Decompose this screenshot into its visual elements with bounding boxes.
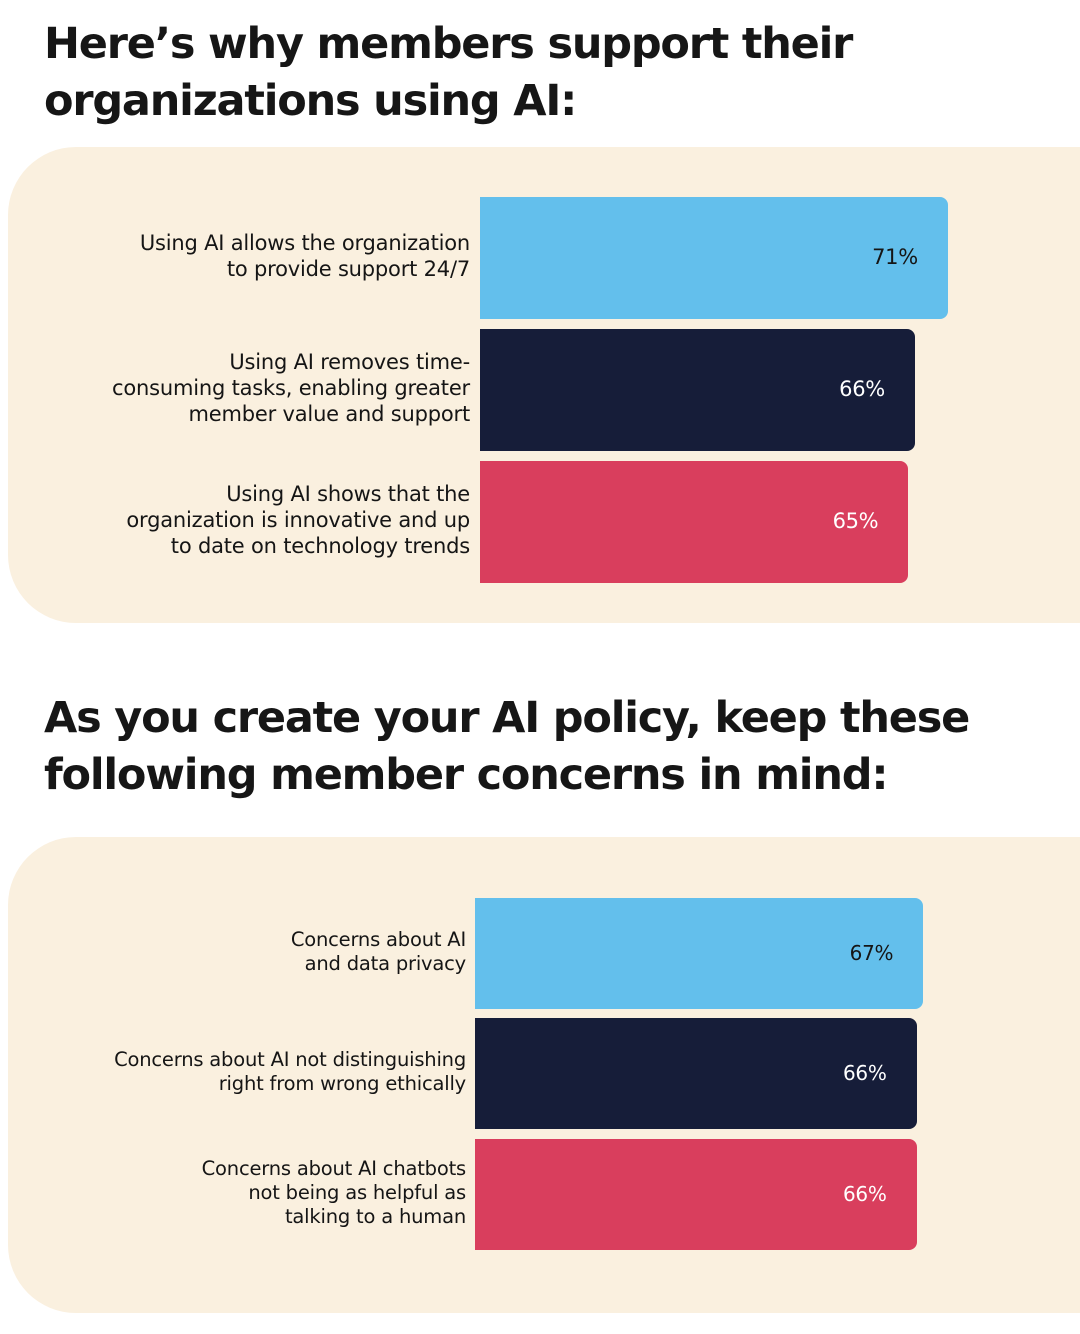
category-label-line: Using AI removes time- xyxy=(229,350,470,374)
category-label: Concerns about AI not distinguishing righ… xyxy=(0,1048,466,1096)
category-label-line: Concerns about AI not distinguishing xyxy=(114,1047,466,1071)
category-label: Using AI removes time-consuming tasks, e… xyxy=(0,349,470,427)
category-label: Using AI shows that the organization is i… xyxy=(0,481,470,559)
value-label: 66% xyxy=(839,377,885,401)
category-label-line: Using AI shows that the xyxy=(226,482,470,506)
value-label: 71% xyxy=(872,245,918,269)
bar-blue xyxy=(475,898,924,1009)
category-label-line: to date on technology trends xyxy=(170,534,470,558)
bar-navy xyxy=(475,1018,917,1129)
bar-blue xyxy=(480,197,948,319)
bar-red xyxy=(475,1139,917,1250)
bar-navy xyxy=(480,329,915,451)
section-heading: As you create your AI policy, keep these… xyxy=(44,693,970,800)
value-label: 66% xyxy=(842,1060,887,1085)
category-label-line: Concerns about AI xyxy=(290,927,466,951)
value-label: 65% xyxy=(832,509,879,533)
value-label: 67% xyxy=(849,940,894,965)
category-label-line: consuming tasks, enabling greater xyxy=(112,376,470,400)
category-label-line: talking to a human xyxy=(284,1204,466,1228)
category-label-line: to provide support 24/7 xyxy=(226,257,470,281)
category-label: Concerns about AI and data privacy xyxy=(0,928,466,976)
bar-red xyxy=(480,461,909,583)
category-label-line: member value and support xyxy=(188,402,471,426)
chart-panel: Concerns about AI and data privacy 67% Conc… xyxy=(8,837,1080,1313)
category-label: Using AI allows the organization to provi… xyxy=(0,230,470,282)
category-label-line: not being as helpful as xyxy=(248,1180,466,1204)
category-label: Concerns about AI chatbots not being as h… xyxy=(0,1156,467,1229)
category-label-line: and data privacy xyxy=(304,951,467,975)
category-label-line: organization is innovative and up xyxy=(126,508,470,532)
category-label-line: right from wrong ethically xyxy=(218,1071,466,1095)
category-label-line: Concerns about AI chatbots xyxy=(201,1156,467,1180)
value-label: 66% xyxy=(842,1181,887,1206)
chart-panel: Using AI allows the organization to provi… xyxy=(8,147,1080,623)
category-label-line: Using AI allows the organization xyxy=(139,231,470,255)
section-heading: Here’s why members support their organiz… xyxy=(44,19,853,126)
